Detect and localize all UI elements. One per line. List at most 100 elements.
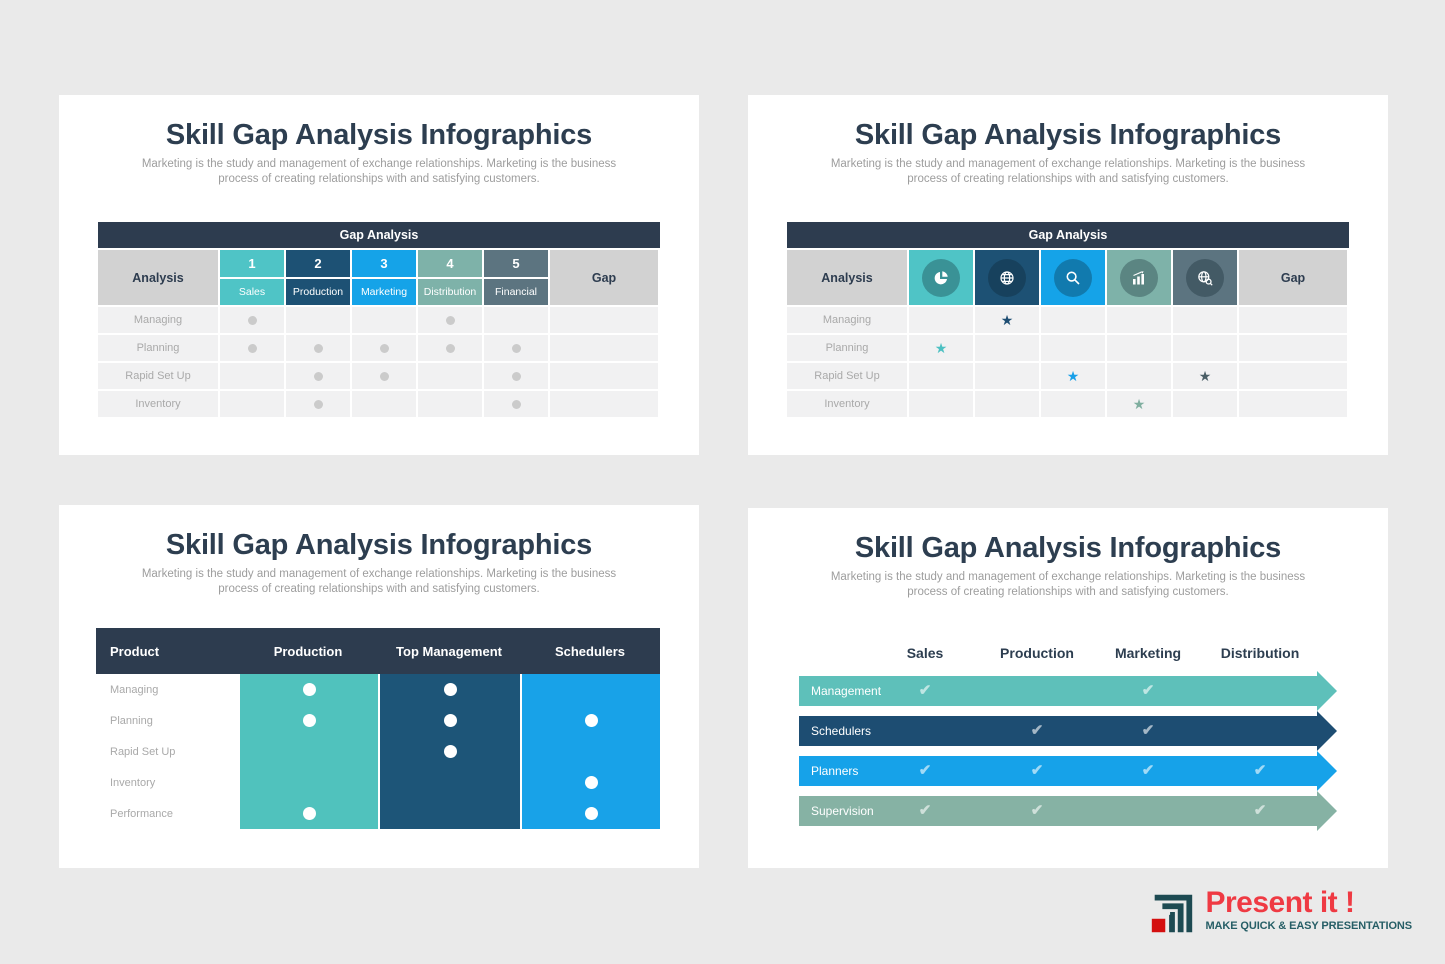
gap-analysis-table: Gap Analysis Analysis 1 Sales 2 Production 3 M… xyxy=(98,222,660,417)
matrix-cell xyxy=(1041,307,1105,333)
page-title: Skill Gap Analysis Infographics xyxy=(165,119,593,151)
check-icon: ✔ xyxy=(918,762,932,779)
column-header-marketing: Marketing xyxy=(1114,645,1182,661)
matrix-cell xyxy=(1041,391,1105,417)
dot-marker xyxy=(313,399,323,409)
star-marker: ★ xyxy=(1198,368,1212,384)
matrix-cell: ★ xyxy=(1173,363,1237,389)
matrix-cell xyxy=(352,307,416,333)
subtitle: Marketing is the study and management of… xyxy=(134,567,624,596)
column-icon-cell xyxy=(1173,250,1237,305)
matrix-cell xyxy=(520,736,660,767)
column-header-schedulers: Schedulers xyxy=(554,643,626,659)
matrix-cell xyxy=(975,391,1039,417)
product-table: Product Production Top Management Scheduler… xyxy=(96,628,660,829)
row-label: Performance xyxy=(96,798,238,829)
gap-header-cell: Gap xyxy=(550,250,658,305)
dot-marker xyxy=(511,343,521,353)
presentit-logo-mark-icon xyxy=(1152,894,1193,933)
row-label: Inventory xyxy=(787,391,907,417)
table-grid: Analysis Gap Managing ★ Planning ★ Rapid Set U… xyxy=(787,250,1349,417)
matrix-cell xyxy=(378,767,520,798)
subtitle: Marketing is the study and management of… xyxy=(134,157,624,186)
gap-cell xyxy=(550,307,658,333)
arrow-row-schedulers: Schedulers ✔ ✔ xyxy=(799,711,1337,751)
check-icon: ✔ xyxy=(918,802,932,819)
matrix-cell xyxy=(220,335,284,361)
matrix-cell xyxy=(484,335,548,361)
dot-marker xyxy=(443,683,457,696)
gap-header-cell: Gap xyxy=(1239,250,1347,305)
column-number-cell: 2 xyxy=(286,250,350,277)
matrix-cell xyxy=(378,674,520,705)
column-label-cell: Sales xyxy=(220,279,284,305)
dot-marker xyxy=(379,371,389,381)
row-label: Planning xyxy=(787,335,907,361)
table-grid: Managing Planning Rapid Set Up Inventory Per… xyxy=(96,674,660,829)
table-title: Gap Analysis xyxy=(98,222,660,248)
subtitle-line: Marketing is the study and management of… xyxy=(830,571,1306,583)
row-label: Managing xyxy=(96,674,238,705)
matrix-cell xyxy=(286,363,350,389)
matrix-cell xyxy=(1173,307,1237,333)
arrow-row-supervision: Supervision ✔ ✔ ✔ xyxy=(799,791,1337,831)
dot-marker xyxy=(443,745,457,758)
column-number-cell: 4 xyxy=(418,250,482,277)
gap-cell xyxy=(550,391,658,417)
star-marker: ★ xyxy=(1000,312,1014,328)
matrix-cell xyxy=(378,798,520,829)
column-icon-cell xyxy=(1041,250,1105,305)
matrix-cell xyxy=(1173,391,1237,417)
matrix-cell xyxy=(1041,335,1105,361)
gap-cell xyxy=(550,335,658,361)
gap-cell xyxy=(550,363,658,389)
matrix-cell xyxy=(418,335,482,361)
arrow-row-planners: Planners ✔ ✔ ✔ ✔ xyxy=(799,751,1337,791)
page-title: Skill Gap Analysis Infographics xyxy=(854,119,1282,151)
analysis-header-cell: Analysis xyxy=(787,250,907,305)
column-header-product: Product xyxy=(110,643,160,659)
page-title: Skill Gap Analysis Infographics xyxy=(854,532,1282,564)
subtitle-line: process of creating relationships with a… xyxy=(907,585,1229,598)
column-header-production: Production xyxy=(273,643,343,659)
matrix-cell: ★ xyxy=(1107,391,1171,417)
matrix-cell xyxy=(418,363,482,389)
matrix-cell xyxy=(484,363,548,389)
dot-marker xyxy=(443,714,457,727)
gap-cell xyxy=(1239,391,1347,417)
table-header-row: Product Production Top Management Scheduler… xyxy=(96,628,660,674)
matrix-cell xyxy=(1107,363,1171,389)
column-label-cell: Production xyxy=(286,279,350,305)
row-label: Inventory xyxy=(96,767,238,798)
matrix-cell xyxy=(220,363,284,389)
row-label: Rapid Set Up xyxy=(96,736,238,767)
page-title: Skill Gap Analysis Infographics xyxy=(165,529,593,561)
table-grid: Analysis 1 Sales 2 Production 3 Marketing 4 Dist… xyxy=(98,250,660,417)
column-label-cell: Distribution xyxy=(418,279,482,305)
dot-marker xyxy=(584,807,598,820)
dot-marker xyxy=(247,315,257,325)
matrix-cell xyxy=(975,363,1039,389)
star-marker: ★ xyxy=(1066,368,1080,384)
column-header-distribution: Distribution xyxy=(1220,645,1300,661)
dot-marker xyxy=(302,714,316,727)
matrix-cell xyxy=(238,705,378,736)
matrix-cell xyxy=(1107,307,1171,333)
subtitle-line: Marketing is the study and management of… xyxy=(141,568,617,580)
globe-search-icon xyxy=(1186,258,1224,297)
matrix-cell xyxy=(418,391,482,417)
star-marker: ★ xyxy=(1132,396,1146,412)
matrix-cell xyxy=(975,335,1039,361)
subtitle-line: process of creating relationships with a… xyxy=(218,582,540,595)
arrow-row-management: Management ✔ ✔ xyxy=(799,671,1337,711)
matrix-cell xyxy=(238,798,378,829)
column-icon-cell xyxy=(975,250,1039,305)
check-icon: ✔ xyxy=(1253,802,1267,819)
column-label-cell: Financial xyxy=(484,279,548,305)
check-icon: ✔ xyxy=(1253,762,1267,779)
pie-chart-icon xyxy=(922,258,960,297)
slide-gap-analysis-dot-matrix: Skill Gap Analysis Infographics Marketin… xyxy=(59,95,699,455)
matrix-cell xyxy=(909,363,973,389)
subtitle: Marketing is the study and management of… xyxy=(823,570,1313,599)
